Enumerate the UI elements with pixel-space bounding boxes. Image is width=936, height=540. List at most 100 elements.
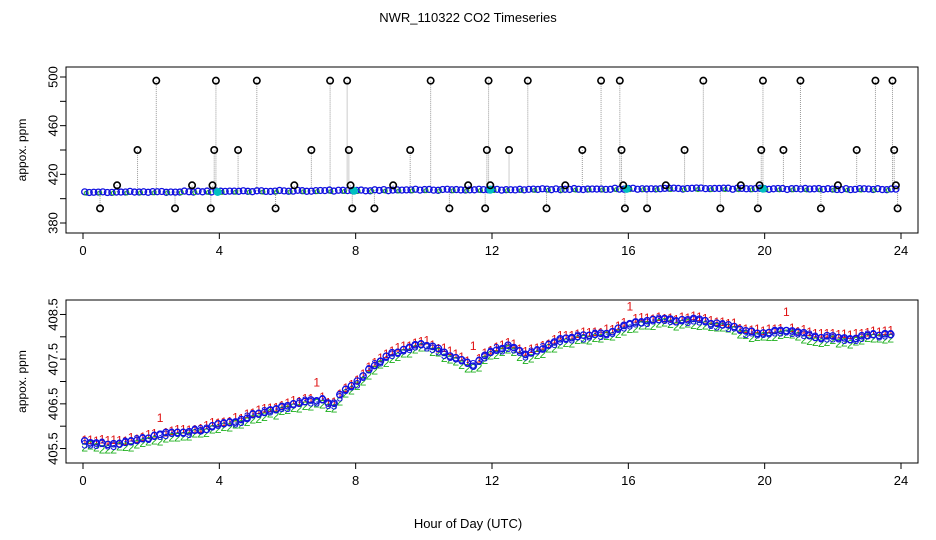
series-2-marker: 2: [412, 343, 419, 357]
series-2-marker: 2: [551, 341, 558, 355]
series-1-marker: 1: [887, 323, 894, 337]
series-1-marker: 1: [99, 432, 106, 446]
series-3-marker: 3: [192, 423, 199, 437]
series-3-marker: 3: [418, 338, 425, 352]
mean-point: [347, 381, 356, 390]
baseline-point: [411, 185, 420, 193]
mean-point: [434, 344, 443, 353]
series-1-marker: 1: [267, 401, 274, 415]
outlier-point: [736, 181, 745, 190]
outlier-point: [326, 76, 335, 85]
outlier-point: [426, 76, 435, 85]
series-3-marker: 3: [568, 332, 575, 346]
series-1-marker: 1: [760, 324, 767, 338]
series-2-marker: 2: [168, 431, 175, 445]
series-3-marker: 3: [661, 313, 668, 327]
series-1-marker: 1: [134, 432, 141, 446]
baseline-point: [139, 188, 148, 196]
series-3-marker: 3: [342, 383, 349, 397]
outlier-point: [753, 204, 762, 213]
baseline-point: [846, 186, 855, 194]
series-1-marker: 1: [197, 422, 204, 436]
series-2-marker: 2: [800, 333, 807, 347]
series-3-marker: 3: [638, 316, 645, 330]
series-2-marker: 2: [134, 438, 141, 452]
plot-frame: [65, 66, 919, 234]
series-3-marker: 3: [400, 343, 407, 357]
outlier-point: [615, 76, 624, 85]
baseline-point: [683, 184, 692, 193]
series-2-marker: 2: [858, 333, 865, 347]
series-2-marker: 2: [406, 347, 413, 361]
series-2-marker: 2: [255, 412, 262, 426]
series-1-marker: 1: [650, 312, 657, 326]
series-2-marker: 2: [319, 398, 326, 412]
series-1-marker: 1: [337, 387, 344, 401]
series-2-marker: 2: [870, 331, 877, 345]
y-tick-label: 407.5: [45, 343, 60, 376]
series-3-marker: 3: [122, 435, 129, 449]
series-1-marker: 1: [215, 416, 222, 430]
baseline-point: [194, 187, 202, 195]
baseline-point: [85, 188, 93, 197]
series-2-marker: 2: [302, 399, 309, 413]
series-1-marker: 1: [847, 328, 854, 342]
series-2-marker: 2: [238, 418, 245, 432]
outlier-point: [620, 204, 629, 213]
series-3-marker: 3: [592, 327, 599, 341]
series-2-marker: 2: [516, 350, 523, 364]
baseline-point: [144, 188, 152, 196]
mean-point: [365, 365, 373, 374]
series-2-marker: 2: [105, 443, 112, 457]
series-3-marker: 3: [267, 404, 274, 418]
series-2-marker: 2: [157, 434, 164, 448]
baseline-point: [778, 184, 787, 193]
series-3-marker: 3: [145, 432, 152, 446]
baseline-point: [375, 186, 383, 195]
baseline-point: [153, 188, 161, 196]
series-3-marker: 3: [609, 326, 616, 340]
baseline-point: [810, 185, 818, 193]
outlier-point: [133, 146, 142, 155]
outlier-point: [619, 181, 628, 190]
series-3-marker: 3: [603, 327, 610, 341]
outlier-point: [888, 76, 897, 85]
outlier-point: [597, 76, 606, 85]
baseline-point: [656, 185, 664, 193]
series-3-marker: 3: [621, 321, 628, 335]
x-tick-label: 8: [352, 243, 359, 258]
series-3-marker: 3: [273, 402, 280, 416]
baseline-point: [280, 187, 288, 195]
series-1-marker: 1: [713, 315, 720, 329]
series-3-marker: 3: [777, 326, 784, 340]
series-2-marker: 2: [186, 429, 193, 443]
series-2-marker: 2: [580, 332, 587, 346]
outlier-point: [290, 181, 299, 190]
series-2-marker: 2: [163, 431, 170, 445]
baseline-point: [865, 185, 873, 193]
series-1-marker: 1: [203, 418, 210, 432]
series-3-marker: 3: [128, 435, 135, 449]
series-1-marker: 1: [551, 333, 558, 347]
series-1-marker: 1: [824, 326, 831, 340]
series-3-marker: 3: [847, 333, 854, 347]
series-3-marker: 3: [679, 313, 686, 327]
outlier-point: [891, 181, 900, 190]
baseline-point: [171, 188, 179, 196]
series-1-marker: 1: [447, 344, 454, 358]
series-2-marker: 2: [522, 353, 529, 367]
series-2-marker: 2: [331, 401, 338, 415]
mean-point: [336, 390, 344, 399]
series-1-marker: 1: [754, 322, 761, 336]
series-2-marker: 2: [400, 347, 407, 361]
series-1-marker: 1: [325, 396, 332, 410]
series-3-marker: 3: [702, 314, 709, 328]
outlier-point: [348, 204, 357, 213]
series-2-marker: 2: [644, 319, 651, 333]
baseline-point: [117, 188, 125, 196]
y-tick-label: 405.5: [45, 432, 60, 465]
baseline-point: [275, 186, 284, 195]
series-2-marker: 2: [81, 440, 88, 454]
outlier-point: [343, 76, 352, 85]
